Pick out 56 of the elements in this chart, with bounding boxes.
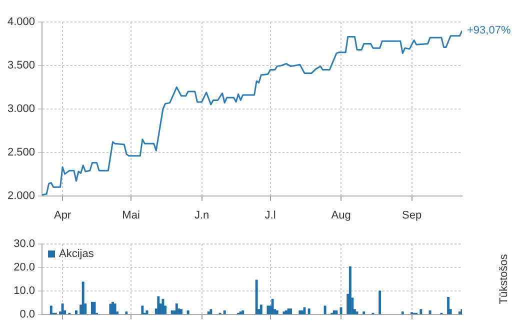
bar xyxy=(401,311,404,314)
bar xyxy=(242,310,244,314)
y-tick-label: 0.0 xyxy=(20,308,35,320)
bar xyxy=(180,309,182,314)
y-tick-label: 3.000 xyxy=(7,102,35,115)
y-axis-title: Tūkstošos xyxy=(498,254,510,304)
bar xyxy=(428,310,432,314)
bar xyxy=(162,298,164,314)
bar xyxy=(175,304,178,314)
y-tick-label: 4.000 xyxy=(7,16,35,28)
legend-label: Akcijas xyxy=(59,248,94,260)
bar xyxy=(141,306,144,314)
bar xyxy=(447,296,450,314)
x-tick-label: J.n xyxy=(194,209,210,222)
y-tick-label: 20.0 xyxy=(14,262,35,274)
bar xyxy=(298,310,302,314)
y-tick-label: 2.500 xyxy=(7,146,35,158)
bar xyxy=(308,308,310,314)
bar xyxy=(82,282,84,314)
y-tick-label: 3.500 xyxy=(7,59,35,72)
bar xyxy=(271,298,274,314)
bar xyxy=(210,309,212,314)
bar xyxy=(114,304,116,314)
x-tick-label: Sep xyxy=(402,209,422,222)
bar xyxy=(157,296,160,314)
bar xyxy=(223,310,226,314)
y-tick-label: 30.0 xyxy=(14,238,35,250)
bar xyxy=(458,311,461,314)
bar xyxy=(50,306,52,314)
bar xyxy=(300,310,304,314)
bar xyxy=(90,302,94,314)
x-tick-label: J.l xyxy=(264,209,276,222)
annotation: +93,07% xyxy=(467,24,511,37)
bar xyxy=(75,310,78,314)
bar xyxy=(109,304,112,314)
x-tick-label: Aug xyxy=(331,209,351,222)
bar xyxy=(324,306,326,314)
bar xyxy=(255,280,258,314)
bar xyxy=(266,306,270,314)
bar xyxy=(420,309,422,314)
bar xyxy=(290,308,292,314)
x-tick-label: Mai xyxy=(122,209,140,222)
y-tick-label: 2.000 xyxy=(7,190,35,202)
bar xyxy=(340,307,342,314)
bar xyxy=(348,266,352,314)
bar xyxy=(125,311,128,314)
bar xyxy=(285,310,288,314)
x-tick-label: Apr xyxy=(54,209,72,222)
bar xyxy=(335,310,338,314)
bar xyxy=(260,304,262,314)
bar xyxy=(61,304,64,314)
bar xyxy=(186,310,190,314)
bar xyxy=(378,290,382,314)
y-tick-label: 10.0 xyxy=(14,284,35,297)
bar xyxy=(362,311,366,314)
bar xyxy=(282,311,286,314)
